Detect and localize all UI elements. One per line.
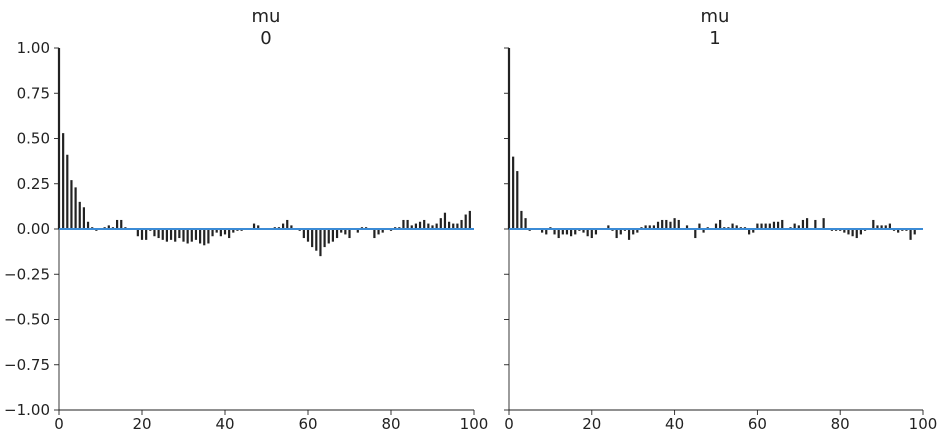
y-tick-label: −0.25 [4,265,50,283]
y-tick-label: 0.25 [17,175,50,193]
x-tick-label: 20 [132,415,151,433]
y-tick-label: −0.75 [4,356,50,374]
x-tick-label: 100 [909,415,938,433]
x-tick-label: 80 [831,415,850,433]
y-tick-label: −1.00 [4,401,50,419]
x-tick-label: 0 [54,415,64,433]
y-axis: 1.00 0.75 0.50 0.25 0.00 −0.25 −0.50 −0.75 −1.00 [4,39,60,419]
y-tick-label: 1.00 [17,39,50,57]
x-tick-label: 60 [748,415,767,433]
x-tick-label: 40 [665,415,684,433]
x-tick-label: 100 [460,415,489,433]
x-axis: 0 20 40 60 80 100 [54,409,489,433]
x-tick-label: 60 [298,415,317,433]
y-tick-label: 0.00 [17,220,50,238]
plot-title: mu [701,6,730,27]
x-tick-label: 80 [381,415,400,433]
plot-subtitle: 0 [260,28,271,49]
y-tick-label: 0.50 [17,130,50,148]
x-axis: 0 20 40 60 80 100 [504,409,938,433]
x-tick-label: 40 [215,415,234,433]
autocorrelation-plot-mu-1: mu 1 0 20 40 60 80 100 [504,6,937,433]
y-tick-label: 0.75 [17,84,50,102]
acf-bars [57,48,471,257]
plot-subtitle: 1 [709,28,720,49]
autocorrelation-plot-mu-0: mu 0 1.00 0.75 0.50 0.25 0.00 −0.25 −0.50 −0.75… [4,6,488,433]
x-tick-label: 20 [582,415,601,433]
x-tick-label: 0 [504,415,514,433]
plot-title: mu [252,6,281,27]
y-tick-label: −0.50 [4,311,50,329]
acf-bars [507,48,916,240]
